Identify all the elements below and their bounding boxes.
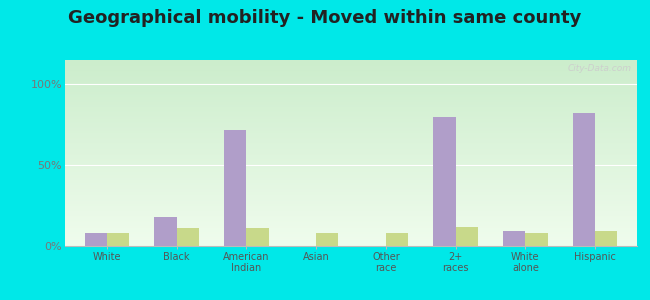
Bar	[434, 117, 456, 246]
Bar	[456, 226, 478, 246]
Bar	[177, 228, 199, 246]
Bar	[107, 233, 129, 246]
Bar	[503, 231, 525, 246]
Bar	[595, 231, 617, 246]
Bar	[316, 233, 339, 246]
Bar	[224, 130, 246, 246]
Bar	[246, 228, 268, 246]
Bar	[573, 113, 595, 246]
Bar	[386, 233, 408, 246]
Bar	[84, 233, 107, 246]
Text: City-Data.com: City-Data.com	[567, 64, 631, 73]
Bar	[525, 233, 548, 246]
Text: Geographical mobility - Moved within same county: Geographical mobility - Moved within sam…	[68, 9, 582, 27]
Bar	[154, 217, 177, 246]
